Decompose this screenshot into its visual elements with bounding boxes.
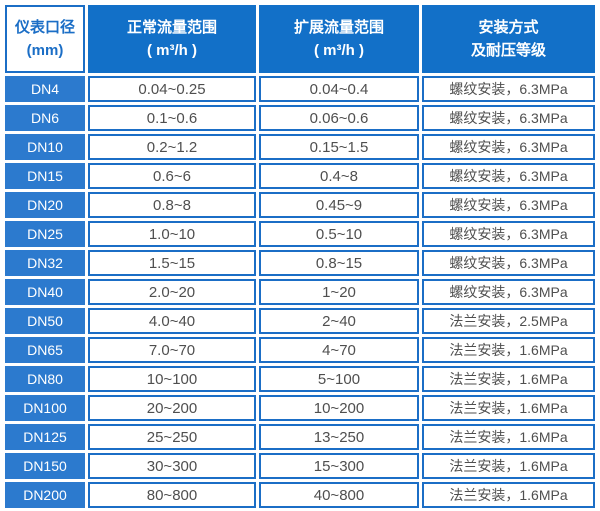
cell-diameter: DN65	[5, 337, 85, 363]
table-row: DN10 0.2~1.2 0.15~1.5 螺纹安装，6.3MPa	[5, 134, 595, 160]
header-diameter: 仪表口径 (mm)	[5, 5, 85, 73]
cell-installation: 法兰安装，1.6MPa	[422, 482, 595, 508]
cell-normal-range: 1.5~15	[88, 250, 256, 276]
cell-extended-range: 10~200	[259, 395, 419, 421]
header-diameter-title: 仪表口径	[14, 18, 75, 36]
cell-extended-range: 0.04~0.4	[259, 76, 419, 102]
cell-normal-range: 0.6~6	[88, 163, 256, 189]
cell-normal-range: 2.0~20	[88, 279, 256, 305]
table-row: DN50 4.0~40 2~40 法兰安装，2.5MPa	[5, 308, 595, 334]
cell-installation: 法兰安装，1.6MPa	[422, 337, 595, 363]
cell-normal-range: 1.0~10	[88, 221, 256, 247]
cell-installation: 螺纹安装，6.3MPa	[422, 76, 595, 102]
header-diameter-unit: (mm)	[26, 42, 64, 59]
cell-installation: 法兰安装，1.6MPa	[422, 453, 595, 479]
header-extended-flow-title: 扩展流量范围	[293, 18, 384, 36]
spec-table-page: 仪表口径 (mm) 正常流量范围 ( m³/h ) 扩展流量范围 ( m³/h …	[5, 5, 595, 508]
cell-diameter: DN25	[5, 221, 85, 247]
cell-extended-range: 0.45~9	[259, 192, 419, 218]
table-row: DN40 2.0~20 1~20 螺纹安装，6.3MPa	[5, 279, 595, 305]
cell-extended-range: 0.8~15	[259, 250, 419, 276]
header-normal-flow-range: 正常流量范围 ( m³/h )	[88, 5, 256, 73]
cell-normal-range: 10~100	[88, 366, 256, 392]
table-row: DN150 30~300 15~300 法兰安装，1.6MPa	[5, 453, 595, 479]
cell-diameter: DN40	[5, 279, 85, 305]
cell-diameter: DN10	[5, 134, 85, 160]
cell-installation: 螺纹安装，6.3MPa	[422, 163, 595, 189]
cell-extended-range: 4~70	[259, 337, 419, 363]
cell-installation: 螺纹安装，6.3MPa	[422, 192, 595, 218]
cell-normal-range: 0.8~8	[88, 192, 256, 218]
table-row: DN15 0.6~6 0.4~8 螺纹安装，6.3MPa	[5, 163, 595, 189]
header-extended-flow-range: 扩展流量范围 ( m³/h )	[259, 5, 419, 73]
cell-installation: 螺纹安装，6.3MPa	[422, 279, 595, 305]
cell-normal-range: 0.2~1.2	[88, 134, 256, 160]
cell-extended-range: 0.15~1.5	[259, 134, 419, 160]
table-body: DN4 0.04~0.25 0.04~0.4 螺纹安装，6.3MPa DN6 0.1~0.…	[5, 76, 595, 508]
header-installation-subtitle: 及耐压等级	[470, 42, 546, 59]
header-installation-pressure: 安装方式 及耐压等级	[422, 5, 595, 73]
cell-diameter: DN80	[5, 366, 85, 392]
table-row: DN32 1.5~15 0.8~15 螺纹安装，6.3MPa	[5, 250, 595, 276]
cell-diameter: DN15	[5, 163, 85, 189]
table-row: DN200 80~800 40~800 法兰安装，1.6MPa	[5, 482, 595, 508]
cell-extended-range: 0.5~10	[259, 221, 419, 247]
cell-normal-range: 80~800	[88, 482, 256, 508]
cell-extended-range: 40~800	[259, 482, 419, 508]
cell-diameter: DN32	[5, 250, 85, 276]
cell-extended-range: 2~40	[259, 308, 419, 334]
cell-extended-range: 1~20	[259, 279, 419, 305]
header-normal-flow-unit: ( m³/h )	[147, 42, 197, 59]
cell-diameter: DN20	[5, 192, 85, 218]
cell-normal-range: 0.04~0.25	[88, 76, 256, 102]
cell-installation: 法兰安装，1.6MPa	[422, 395, 595, 421]
cell-installation: 法兰安装，2.5MPa	[422, 308, 595, 334]
cell-extended-range: 15~300	[259, 453, 419, 479]
cell-installation: 螺纹安装，6.3MPa	[422, 105, 595, 131]
header-row: 仪表口径 (mm) 正常流量范围 ( m³/h ) 扩展流量范围 ( m³/h …	[5, 5, 595, 73]
cell-normal-range: 25~250	[88, 424, 256, 450]
table-row: DN100 20~200 10~200 法兰安装，1.6MPa	[5, 395, 595, 421]
header-normal-flow-title: 正常流量范围	[126, 18, 217, 36]
table-row: DN65 7.0~70 4~70 法兰安装，1.6MPa	[5, 337, 595, 363]
cell-diameter: DN4	[5, 76, 85, 102]
cell-diameter: DN200	[5, 482, 85, 508]
cell-extended-range: 0.06~0.6	[259, 105, 419, 131]
table-row: DN6 0.1~0.6 0.06~0.6 螺纹安装，6.3MPa	[5, 105, 595, 131]
table-row: DN20 0.8~8 0.45~9 螺纹安装，6.3MPa	[5, 192, 595, 218]
cell-diameter: DN125	[5, 424, 85, 450]
cell-normal-range: 0.1~0.6	[88, 105, 256, 131]
cell-normal-range: 4.0~40	[88, 308, 256, 334]
table-row: DN80 10~100 5~100 法兰安装，1.6MPa	[5, 366, 595, 392]
table-row: DN25 1.0~10 0.5~10 螺纹安装，6.3MPa	[5, 221, 595, 247]
cell-diameter: DN50	[5, 308, 85, 334]
table-row: DN125 25~250 13~250 法兰安装，1.6MPa	[5, 424, 595, 450]
cell-normal-range: 30~300	[88, 453, 256, 479]
cell-diameter: DN100	[5, 395, 85, 421]
cell-installation: 螺纹安装，6.3MPa	[422, 221, 595, 247]
header-extended-flow-unit: ( m³/h )	[314, 42, 364, 59]
cell-diameter: DN6	[5, 105, 85, 131]
cell-installation: 螺纹安装，6.3MPa	[422, 250, 595, 276]
cell-extended-range: 13~250	[259, 424, 419, 450]
table-row: DN4 0.04~0.25 0.04~0.4 螺纹安装，6.3MPa	[5, 76, 595, 102]
cell-normal-range: 7.0~70	[88, 337, 256, 363]
cell-installation: 螺纹安装，6.3MPa	[422, 134, 595, 160]
cell-normal-range: 20~200	[88, 395, 256, 421]
cell-installation: 法兰安装，1.6MPa	[422, 366, 595, 392]
cell-extended-range: 0.4~8	[259, 163, 419, 189]
cell-diameter: DN150	[5, 453, 85, 479]
cell-installation: 法兰安装，1.6MPa	[422, 424, 595, 450]
header-installation-title: 安装方式	[478, 18, 539, 36]
cell-extended-range: 5~100	[259, 366, 419, 392]
